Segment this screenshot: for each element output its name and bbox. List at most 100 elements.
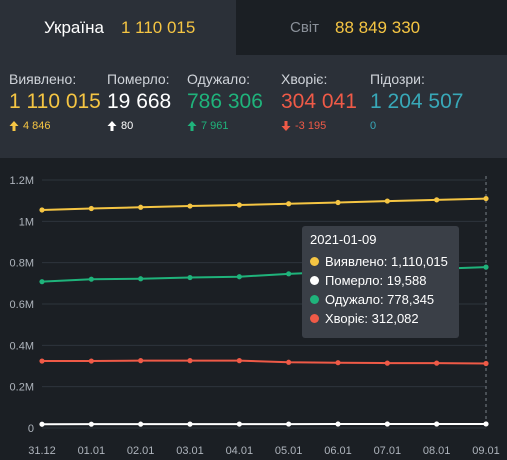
data-point[interactable] <box>434 197 440 203</box>
y-tick-label: 0.4M <box>10 340 34 352</box>
stat-deaths-value: 19 668 <box>107 90 172 113</box>
stat-deaths-label: Померло: <box>107 71 170 87</box>
y-tick-label: 0.2M <box>10 382 34 394</box>
tab-ukraine[interactable]: Україна 1 110 015 <box>0 0 236 55</box>
y-tick-label: 1M <box>19 216 34 228</box>
stat-recovered-delta: 7 961 <box>187 120 263 132</box>
x-tick-label: 08.01 <box>423 445 451 457</box>
y-axis-ticks: 0 0.2M 0.4M 0.6M 0.8M 1M 1.2M <box>10 175 34 435</box>
stat-confirmed-delta: 4 846 <box>9 120 101 132</box>
data-point[interactable] <box>187 421 193 427</box>
data-point[interactable] <box>286 271 292 277</box>
data-point[interactable] <box>88 205 94 212</box>
tooltip-dot-confirmed <box>310 257 319 266</box>
tooltip-dot-active <box>310 314 319 323</box>
stats-panel: Виявлено: 1 110 015 4 846 Померло: 19 66… <box>0 55 507 158</box>
x-tick-label: 03.01 <box>176 445 204 457</box>
tooltip-text-confirmed: Виявлено: 1,110,015 <box>325 254 448 269</box>
data-point[interactable] <box>138 358 144 364</box>
series-line <box>41 197 487 211</box>
data-point[interactable] <box>88 358 94 364</box>
data-point[interactable] <box>39 421 45 427</box>
cases-line-chart: 0 0.2M 0.4M 0.6M 0.8M 1M 1.2M 31.12 01.01 02.01 0… <box>10 175 500 457</box>
stat-deaths-delta-value: 80 <box>121 120 134 132</box>
tooltip-date: 2021-01-09 <box>310 232 377 247</box>
x-tick-label: 05.01 <box>275 445 303 457</box>
data-point[interactable] <box>236 202 242 208</box>
stat-recovered-value: 786 306 <box>187 90 263 113</box>
y-tick-label: 0 <box>28 423 34 435</box>
data-point[interactable] <box>187 203 193 209</box>
data-point[interactable] <box>236 421 242 427</box>
stat-suspected-label: Підозри: <box>370 71 425 87</box>
x-tick-label: 09.01 <box>472 445 500 457</box>
tooltip-dot-recovered <box>310 295 319 304</box>
tooltip-text-active: Хворіє: 312,082 <box>325 311 419 326</box>
stat-suspected-delta-value: 0 <box>370 120 377 132</box>
data-point[interactable] <box>384 360 390 366</box>
tab-world-value: 88 849 330 <box>335 17 421 37</box>
data-point[interactable] <box>434 421 440 427</box>
tab-world[interactable]: Світ 88 849 330 <box>236 0 507 55</box>
data-point[interactable] <box>483 264 489 270</box>
y-tick-label: 0.6M <box>10 299 34 311</box>
stat-suspected: Підозри: 1 204 507 0 <box>370 71 463 132</box>
data-point[interactable] <box>138 276 144 282</box>
data-point[interactable] <box>286 359 292 365</box>
data-point[interactable] <box>384 198 390 204</box>
x-tick-label: 02.01 <box>127 445 155 457</box>
arrow-down-icon <box>281 121 291 131</box>
stat-active-value: 304 041 <box>281 90 357 113</box>
x-tick-label: 31.12 <box>28 445 56 457</box>
stat-confirmed-value: 1 110 015 <box>9 90 101 113</box>
data-point[interactable] <box>483 421 489 427</box>
data-point[interactable] <box>286 421 292 427</box>
tooltip-dot-deaths <box>310 276 319 285</box>
data-point[interactable] <box>286 201 292 207</box>
x-tick-label: 01.01 <box>78 445 106 457</box>
data-point[interactable] <box>187 358 193 364</box>
x-axis-ticks: 31.12 01.01 02.01 03.01 04.01 05.01 06.01 07.01… <box>28 445 500 457</box>
x-tick-label: 06.01 <box>324 445 352 457</box>
tab-ukraine-name: Україна <box>44 17 104 37</box>
stat-recovered-delta-value: 7 961 <box>201 120 229 132</box>
stat-active: Хворіє: 304 041 -3 195 <box>281 71 357 132</box>
tooltip-row-recovered: Одужало: 778,345 <box>310 290 459 309</box>
arrow-up-icon <box>187 121 197 131</box>
series-line <box>42 359 487 365</box>
stat-suspected-delta: 0 <box>370 120 463 132</box>
data-point[interactable] <box>236 358 242 364</box>
data-point[interactable] <box>236 274 242 280</box>
chart-tooltip: 2021-01-09 Виявлено: 1,110,015 Померло: … <box>302 226 459 338</box>
data-point[interactable] <box>483 195 489 202</box>
data-point[interactable] <box>88 421 94 427</box>
data-point[interactable] <box>39 279 45 285</box>
stat-confirmed-delta-value: 4 846 <box>23 120 51 132</box>
y-tick-label: 1.2M <box>10 175 34 187</box>
stat-recovered: Одужало: 786 306 7 961 <box>187 71 263 132</box>
data-point[interactable] <box>335 421 341 427</box>
tooltip-text-recovered: Одужало: 778,345 <box>325 292 435 307</box>
arrow-up-icon <box>107 121 117 131</box>
data-point[interactable] <box>138 421 144 427</box>
stat-confirmed: Виявлено: 1 110 015 4 846 <box>9 71 101 132</box>
tooltip-row-active: Хворіє: 312,082 <box>310 309 459 328</box>
data-point[interactable] <box>39 207 45 213</box>
data-point[interactable] <box>88 276 94 282</box>
arrow-up-icon <box>9 121 19 131</box>
data-point[interactable] <box>335 199 341 206</box>
data-point[interactable] <box>335 360 341 366</box>
chart-grid <box>42 179 486 429</box>
data-point[interactable] <box>483 360 489 367</box>
stat-recovered-label: Одужало: <box>187 71 251 87</box>
tooltip-row-confirmed: Виявлено: 1,110,015 <box>310 252 459 271</box>
data-point[interactable] <box>138 204 144 210</box>
x-tick-label: 07.01 <box>374 445 402 457</box>
tab-world-name: Світ <box>290 19 320 36</box>
data-point[interactable] <box>187 274 193 281</box>
data-point[interactable] <box>39 358 45 364</box>
data-point[interactable] <box>384 421 390 427</box>
stat-active-label: Хворіє: <box>281 71 328 87</box>
x-tick-label: 04.01 <box>226 445 254 457</box>
data-point[interactable] <box>434 360 440 366</box>
